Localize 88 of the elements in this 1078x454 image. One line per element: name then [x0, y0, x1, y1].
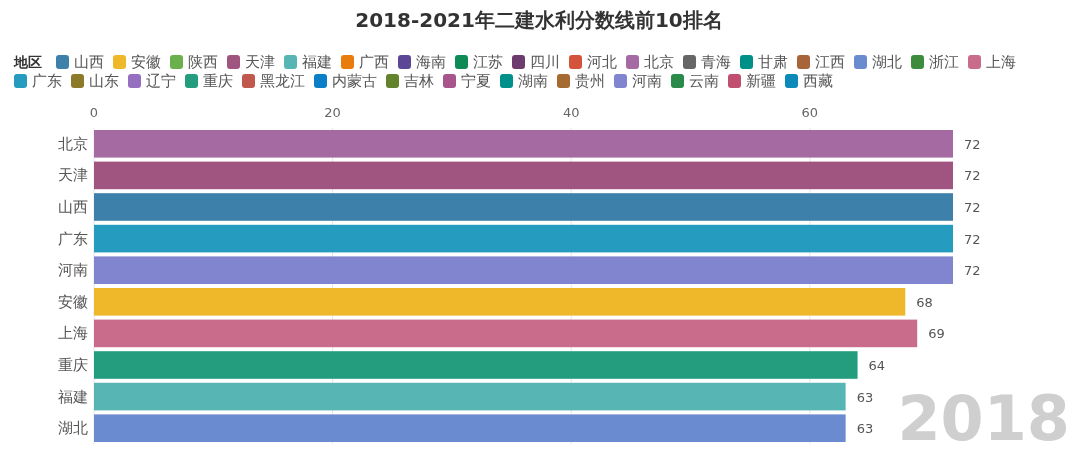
legend-label: 辽宁 — [146, 72, 176, 90]
legend-label: 安徽 — [131, 53, 161, 71]
legend-item: 山东 — [71, 72, 119, 90]
y-tick-label: 天津 — [58, 166, 88, 185]
legend-label: 湖南 — [518, 72, 548, 90]
data-label: 72 — [964, 168, 981, 184]
legend-item: 四川 — [512, 53, 560, 71]
legend-item: 天津 — [227, 53, 275, 71]
legend-item: 吉林 — [386, 72, 434, 90]
legend-item: 贵州 — [557, 72, 605, 90]
legend-item: 西藏 — [785, 72, 833, 90]
data-label: 63 — [856, 421, 874, 437]
data-label: 63 — [856, 389, 874, 405]
y-tick-label: 山西 — [58, 198, 88, 216]
legend-label: 西藏 — [803, 72, 833, 90]
legend-item: 湖南 — [500, 72, 548, 90]
legend-item: 安徽 — [113, 53, 161, 71]
legend-item: 重庆 — [185, 72, 233, 90]
legend-label: 重庆 — [203, 72, 233, 90]
legend-item: 云南 — [671, 72, 719, 90]
y-tick-label: 河南 — [58, 261, 88, 280]
legend-label: 广西 — [359, 53, 389, 71]
legend-item: 北京 — [626, 53, 674, 71]
legend-label: 内蒙古 — [332, 72, 377, 90]
y-tick-label: 上海 — [58, 324, 88, 343]
legend-label: 河北 — [587, 53, 617, 71]
data-label: 69 — [928, 326, 945, 342]
legend-item: 浙江 — [911, 53, 959, 71]
legend-label: 宁夏 — [461, 72, 491, 90]
legend-item: 广东 — [14, 72, 62, 90]
legend-label: 北京 — [644, 53, 674, 71]
data-label: 72 — [964, 136, 981, 152]
legend-label: 甘肃 — [758, 53, 788, 71]
legend-item: 宁夏 — [443, 72, 491, 90]
legend-label: 四川 — [530, 53, 560, 71]
legend-label: 上海 — [986, 53, 1016, 71]
y-tick-label: 广东 — [58, 229, 88, 248]
data-label: 64 — [868, 358, 886, 373]
legend-item: 湖北 — [854, 53, 902, 71]
legend-item: 河北 — [569, 53, 617, 71]
legend-label: 山西 — [74, 53, 104, 71]
legend-item: 辽宁 — [128, 72, 176, 90]
data-label: 72 — [964, 200, 981, 215]
legend-label: 海南 — [416, 53, 446, 71]
legend-label: 广东 — [32, 72, 62, 90]
legend-label: 陕西 — [188, 53, 218, 71]
legend-label: 湖北 — [872, 53, 902, 71]
legend-label: 福建 — [302, 53, 332, 71]
legend-label: 新疆 — [746, 72, 776, 90]
y-tick-label: 湖北 — [58, 419, 88, 438]
y-tick-label: 北京 — [58, 134, 88, 153]
legend-label: 江西 — [815, 53, 845, 71]
legend-item: 上海 — [968, 53, 1016, 71]
legend-item: 江西 — [797, 53, 845, 71]
y-tick-label: 福建 — [58, 387, 88, 406]
legend-title: 地区 — [13, 54, 42, 70]
legend-label: 山东 — [89, 72, 119, 90]
legend-item: 内蒙古 — [314, 72, 377, 90]
legend-item: 青海 — [683, 53, 731, 71]
x-tick-label: 20 — [324, 105, 341, 120]
legend-label: 吉林 — [404, 72, 434, 90]
legend-label: 浙江 — [929, 53, 959, 71]
legend-item: 广西 — [341, 53, 389, 71]
legend-item: 山西 — [56, 53, 104, 71]
data-label: 72 — [964, 263, 981, 279]
legend-item: 甘肃 — [740, 53, 788, 71]
legend-label: 贵州 — [575, 72, 605, 90]
legend-label: 天津 — [245, 53, 275, 71]
y-tick-label: 安徽 — [58, 292, 88, 311]
x-tick-label: 0 — [89, 105, 99, 120]
legend-label: 青海 — [701, 53, 731, 71]
legend-label: 江苏 — [473, 53, 503, 71]
legend-item: 黑龙江 — [242, 72, 305, 90]
legend-label: 黑龙江 — [260, 72, 305, 90]
data-label: 72 — [964, 231, 981, 247]
legend-item: 江苏 — [455, 53, 503, 71]
data-label: 68 — [916, 294, 933, 310]
legend-item: 陕西 — [170, 53, 218, 71]
legend-label: 云南 — [689, 72, 719, 90]
x-tick-label: 40 — [562, 105, 580, 120]
legend-item: 河南 — [614, 72, 662, 90]
x-tick-label: 60 — [801, 105, 819, 120]
chart-title: 2018-2021年二建水利分数线前10排名 — [355, 8, 723, 32]
legend-item: 海南 — [398, 53, 446, 71]
y-tick-label: 重庆 — [58, 356, 88, 374]
legend-item: 福建 — [284, 53, 332, 71]
legend-item: 新疆 — [728, 72, 776, 90]
legend-label: 河南 — [632, 72, 662, 90]
